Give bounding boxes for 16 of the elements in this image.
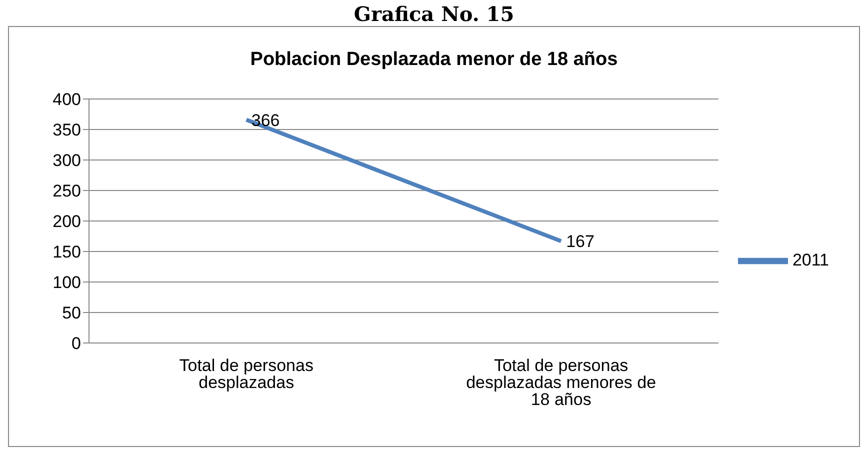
chart-title: Poblacion Desplazada menor de 18 años xyxy=(249,49,619,72)
y-tick-label: 0 xyxy=(72,334,81,354)
y-tick-label: 350 xyxy=(52,120,81,140)
y-tick-label: 400 xyxy=(52,90,81,110)
y-tick-label: 100 xyxy=(52,273,81,292)
y-tick-label: 50 xyxy=(62,304,81,323)
y-tick-label: 150 xyxy=(52,242,81,262)
chart-subtitle: Grafica No. 15 xyxy=(352,2,516,26)
y-tick-label: 250 xyxy=(52,182,81,201)
y-tick-label: 200 xyxy=(52,212,81,232)
data-label: 366 xyxy=(251,110,280,130)
y-tick-label: 300 xyxy=(52,151,81,170)
x-tick-label: Total de personas desplazadas menores de 18 años xyxy=(466,356,656,410)
legend-label: 2011 xyxy=(792,250,829,270)
data-label: 167 xyxy=(566,232,594,252)
x-tick-label: Total de personas desplazadas xyxy=(179,356,314,392)
